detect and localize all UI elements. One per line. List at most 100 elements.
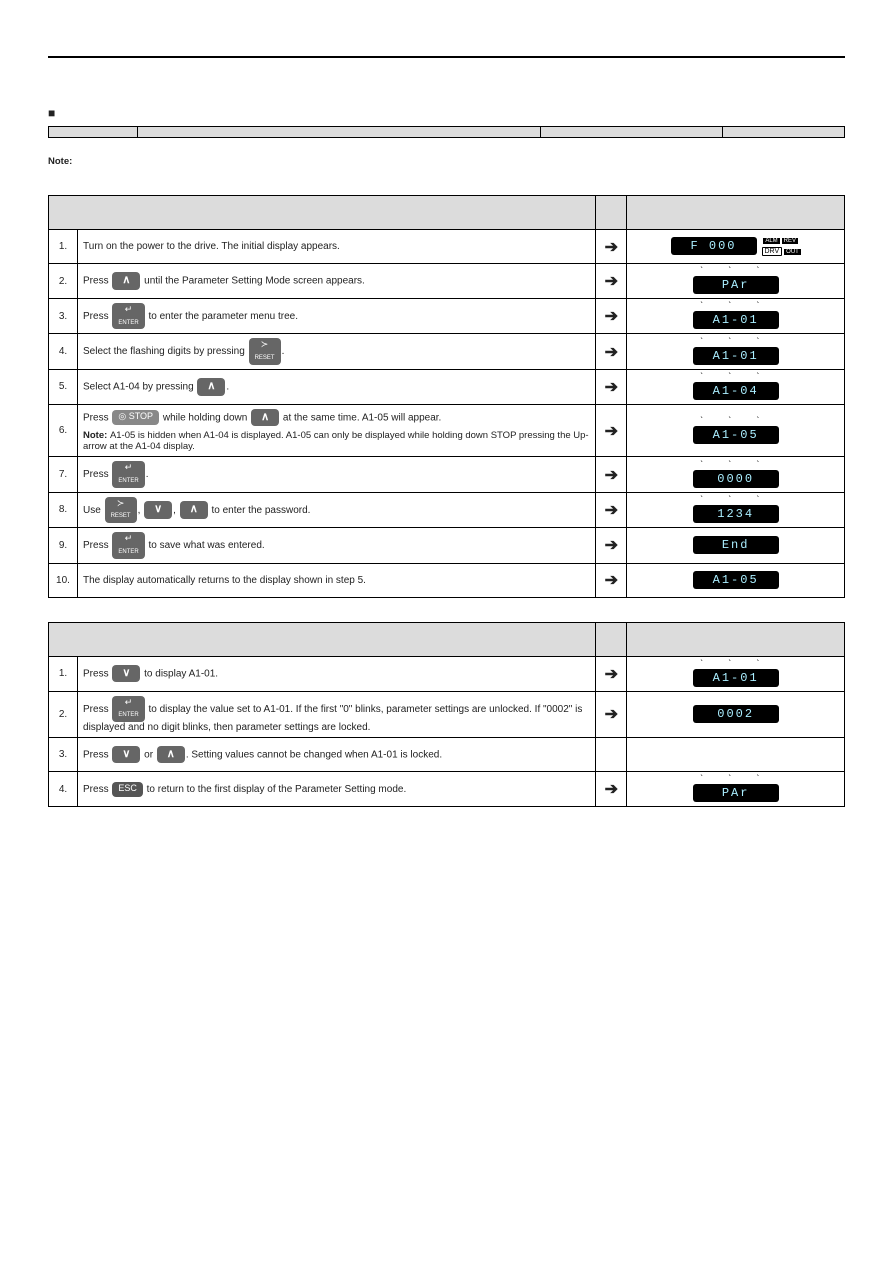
steps-row: 10.The display automatically returns to … (49, 563, 845, 597)
blink-marks-icon: ՝ ՝ ՝ (632, 462, 839, 470)
steps-row: 3.Press or . Setting values cannot be ch… (49, 738, 845, 772)
arrow-right-icon: ➔ (605, 706, 618, 723)
step-action: Press ↵ENTER to enter the parameter menu… (78, 299, 596, 334)
arrow-cell: ➔ (596, 492, 627, 527)
right-key-icon: ≻RESET (105, 497, 137, 523)
alm-badge: ALM (763, 238, 779, 244)
up-key-icon (157, 746, 185, 763)
down-key-icon (112, 746, 140, 763)
step-number: 4. (49, 334, 78, 369)
arrow-right-icon: ➔ (605, 572, 618, 589)
steps-table-a: 1.Turn on the power to the drive. The in… (48, 195, 845, 598)
ptable-h0 (49, 127, 138, 138)
step-number: 2. (49, 691, 78, 737)
step-action: Press ↵ENTER. (78, 457, 596, 492)
esc-key-icon: ESC (112, 782, 143, 797)
blink-marks-icon: ՝ ՝ ՝ (632, 418, 839, 426)
step-number: 3. (49, 738, 78, 772)
steps-row: 2.Press ↵ENTER to display the value set … (49, 691, 845, 737)
steps-row: 3.Press ↵ENTER to enter the parameter me… (49, 299, 845, 334)
step-number: 9. (49, 528, 78, 563)
seven-seg-display: 1234 (693, 505, 779, 523)
up-key-icon (112, 272, 140, 289)
steps-row: 8.Use ≻RESET, , to enter the password.➔՝… (49, 492, 845, 527)
tb-h3 (627, 622, 845, 656)
drv-badge: DRV (762, 247, 783, 256)
arrow-right-icon: ➔ (605, 379, 618, 396)
blink-marks-icon: ՝ ՝ ՝ (632, 661, 839, 669)
blink-marks-icon: ՝ ՝ ՝ (632, 268, 839, 276)
step-number: 5. (49, 369, 78, 404)
step-action: Press ◎ STOP while holding down at the s… (78, 404, 596, 456)
step-number: 8. (49, 492, 78, 527)
step-number: 2. (49, 264, 78, 299)
blink-marks-icon: ՝ ՝ ՝ (632, 339, 839, 347)
arrow-right-icon: ➔ (605, 467, 618, 484)
display-cell: ՝ ՝ ՝A1-01 (627, 656, 845, 691)
step-number: 4. (49, 772, 78, 807)
display-cell: ՝ ՝ ՝0000 (627, 457, 845, 492)
steps-row: 4.Select the flashing digits by pressing… (49, 334, 845, 369)
status-badges: ALMREV DRVOUT (759, 236, 801, 258)
step-number: 7. (49, 457, 78, 492)
steps-row: 9.Press ↵ENTER to save what was entered.… (49, 528, 845, 563)
arrow-cell (596, 738, 627, 772)
ta-h3 (627, 196, 845, 230)
steps-row: 5.Select A1-04 by pressing .➔՝ ՝ ՝A1-04 (49, 369, 845, 404)
step-action: Select the flashing digits by pressing ≻… (78, 334, 596, 369)
up-key-icon (180, 501, 208, 518)
seven-seg-display: F 000 (671, 237, 757, 255)
step-number: 1. (49, 656, 78, 691)
arrow-cell: ➔ (596, 230, 627, 264)
arrow-right-icon: ➔ (605, 344, 618, 361)
steps-row: 1.Press to display A1-01.➔՝ ՝ ՝A1-01 (49, 656, 845, 691)
arrow-cell: ➔ (596, 369, 627, 404)
seven-seg-display: End (693, 536, 779, 554)
out-badge: OUT (784, 249, 801, 255)
note1 (48, 156, 845, 167)
blink-marks-icon: ՝ ՝ ՝ (632, 303, 839, 311)
display-cell (627, 738, 845, 772)
enter-key-icon: ↵ENTER (112, 461, 144, 487)
step-action: Use ≻RESET, , to enter the password. (78, 492, 596, 527)
display-cell: ՝ ՝ ՝A1-01 (627, 299, 845, 334)
step-number: 3. (49, 299, 78, 334)
arrow-right-icon: ➔ (605, 239, 618, 256)
seven-seg-display: A1-01 (693, 311, 779, 329)
seven-seg-display: A1-04 (693, 382, 779, 400)
seven-seg-display: PAr (693, 784, 779, 802)
steps-row: 4.Press ESC to return to the first displ… (49, 772, 845, 807)
arrow-right-icon: ➔ (605, 781, 618, 798)
arrow-cell: ➔ (596, 404, 627, 456)
arrow-cell: ➔ (596, 457, 627, 492)
steps-row: 1.Turn on the power to the drive. The in… (49, 230, 845, 264)
step-action: Press to display A1-01. (78, 656, 596, 691)
step-action: Press ESC to return to the first display… (78, 772, 596, 807)
display-cell: ՝ ՝ ՝A1-01 (627, 334, 845, 369)
param-heading: ■ (48, 106, 845, 120)
down-key-icon (112, 665, 140, 682)
display-cell: 0002 (627, 691, 845, 737)
display-cell: End (627, 528, 845, 563)
rev-badge: REV (782, 238, 798, 244)
arrow-right-icon: ➔ (605, 308, 618, 325)
step-action: Press until the Parameter Setting Mode s… (78, 264, 596, 299)
arrow-cell: ➔ (596, 772, 627, 807)
display-cell: A1-05 (627, 563, 845, 597)
tb-h2 (596, 622, 627, 656)
seven-seg-display: 0000 (693, 470, 779, 488)
steps-table-b: 1.Press to display A1-01.➔՝ ՝ ՝A1-012.Pr… (48, 622, 845, 807)
step-action: Press or . Setting values cannot be chan… (78, 738, 596, 772)
arrow-cell: ➔ (596, 691, 627, 737)
up-key-icon (197, 378, 225, 395)
display-cell: ՝ ՝ ՝A1-05 (627, 404, 845, 456)
ptable-h3 (723, 127, 845, 138)
ptable-h2 (541, 127, 723, 138)
ptable-h1 (138, 127, 541, 138)
enter-key-icon: ↵ENTER (112, 696, 144, 722)
seven-seg-display: A1-01 (693, 669, 779, 687)
up-key-icon (251, 409, 279, 426)
top-rule (48, 56, 845, 58)
ta-h0 (49, 196, 596, 230)
steps-row: 6.Press ◎ STOP while holding down at the… (49, 404, 845, 456)
